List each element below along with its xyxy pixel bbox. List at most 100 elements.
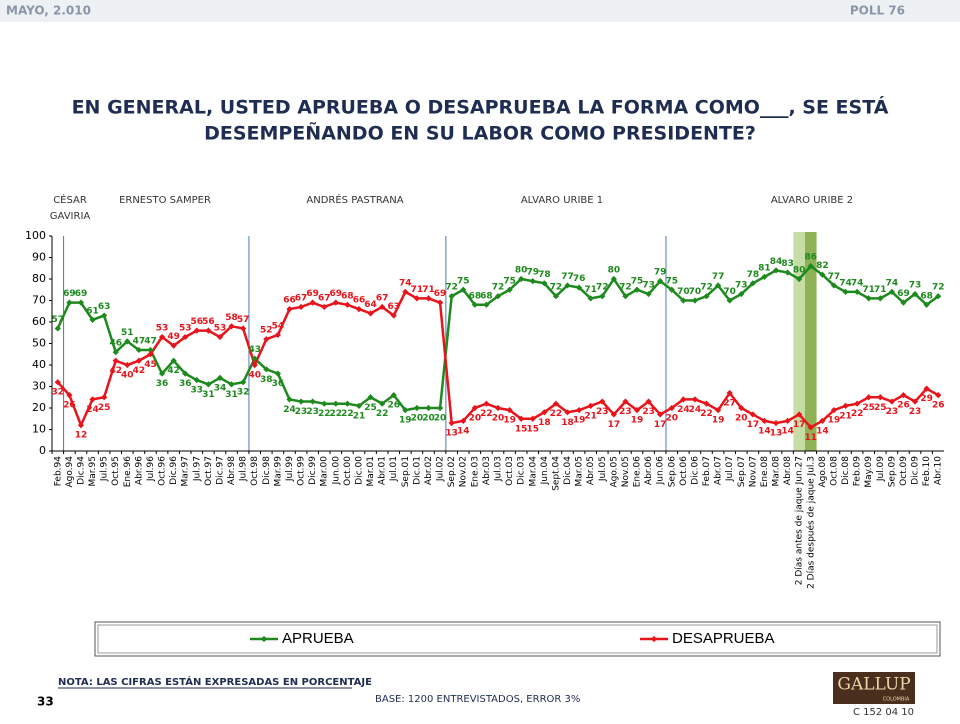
- marker: [402, 288, 409, 296]
- x-tick-label: Jul.07: [725, 456, 735, 482]
- value-label: 20: [411, 414, 424, 424]
- value-label: 42: [109, 366, 122, 376]
- highlight: [804, 232, 817, 451]
- legend-box: [94, 621, 941, 657]
- value-label: 77: [828, 272, 841, 282]
- x-tick-label: Dic.01: [412, 456, 422, 485]
- marker: [448, 293, 455, 300]
- value-label: 81: [758, 263, 771, 273]
- marker: [460, 286, 467, 293]
- y-tick-label: 40: [32, 358, 46, 371]
- marker: [633, 407, 641, 414]
- value-label: 27: [723, 398, 736, 408]
- value-label: 29: [920, 394, 933, 404]
- value-label: 84: [770, 257, 783, 267]
- logo-text: GALLUP: [837, 675, 910, 695]
- value-label: 21: [353, 411, 366, 421]
- logo-sub: COLOMBIA: [883, 697, 910, 703]
- value-label: 56: [191, 317, 204, 327]
- value-label: 33: [191, 386, 204, 396]
- marker: [286, 396, 293, 403]
- value-label: 49: [167, 332, 180, 342]
- y-tick-label: 50: [32, 337, 46, 350]
- title-line: DESEMPEÑANDO EN SU LABOR COMO PRESIDENTE…: [204, 121, 756, 145]
- marker: [112, 357, 119, 364]
- value-label: 21: [839, 411, 852, 421]
- marker: [657, 278, 664, 285]
- x-tick-label: Oct.03: [505, 456, 515, 486]
- x-tick-label: Abr.10: [934, 456, 944, 485]
- value-label: 77: [712, 272, 725, 282]
- value-label: 68: [341, 291, 354, 301]
- marker: [436, 299, 444, 306]
- value-label: 71: [874, 285, 887, 295]
- value-label: 51: [121, 328, 134, 338]
- legend-marker: [260, 635, 268, 643]
- value-label: 70: [723, 287, 736, 297]
- x-tick-label: Sep.02: [447, 456, 457, 487]
- marker: [413, 295, 421, 302]
- value-label: 68: [480, 291, 493, 301]
- x-tick-label: Abr.03: [482, 456, 492, 485]
- value-label: 31: [202, 390, 215, 400]
- value-label: 75: [666, 276, 679, 286]
- value-label: 31: [225, 390, 238, 400]
- value-label: 66: [283, 296, 296, 306]
- x-tick-label: Nov.05: [621, 456, 631, 487]
- marker: [575, 407, 583, 414]
- x-tick-label: Abr.06: [644, 456, 654, 485]
- value-label: 23: [886, 407, 899, 417]
- x-tick-label: Jul.05: [598, 456, 608, 482]
- x-tick-label: Mar.04: [528, 456, 538, 487]
- marker: [842, 288, 849, 296]
- marker: [390, 391, 397, 399]
- marker: [854, 288, 861, 296]
- marker: [379, 303, 386, 311]
- value-label: 25: [862, 403, 875, 413]
- x-tick-label: Nov.02: [459, 456, 469, 487]
- marker: [483, 301, 490, 308]
- marker: [772, 267, 780, 274]
- value-label: 26: [897, 401, 910, 411]
- value-label: 80: [793, 266, 806, 276]
- value-label: 57: [52, 315, 65, 325]
- x-tick-label: May.09: [864, 456, 874, 488]
- marker: [714, 407, 722, 414]
- y-tick-label: 0: [39, 444, 46, 457]
- x-tick-label: Ago.05: [609, 456, 619, 488]
- x-tick-label: Ene.96: [123, 456, 133, 488]
- x-tick-label: Mar.05: [575, 456, 585, 486]
- x-tick-label: Jul.02: [436, 456, 446, 482]
- value-label: 26: [387, 401, 400, 411]
- value-label: 75: [631, 276, 644, 286]
- value-label: 23: [596, 407, 609, 417]
- marker: [471, 301, 478, 308]
- value-label: 17: [793, 420, 806, 430]
- date: MAYO, 2.010: [6, 4, 91, 18]
- marker: [819, 417, 826, 425]
- marker: [691, 297, 699, 304]
- x-tick-label: Oct.09: [899, 456, 909, 486]
- x-tick-label: Oct.97: [204, 456, 214, 486]
- x-tick-label: Mar.08: [772, 456, 782, 487]
- value-label: 74: [851, 278, 864, 288]
- period-label: ALVARO URIBE 2: [771, 195, 853, 206]
- value-label: 19: [712, 416, 725, 426]
- value-label: 83: [781, 259, 794, 269]
- value-label: 40: [121, 371, 134, 381]
- marker: [286, 305, 293, 313]
- x-tick-label: Ago.94: [65, 456, 75, 488]
- value-label: 38: [260, 375, 273, 385]
- value-label: 20: [434, 414, 447, 424]
- value-label: 19: [503, 416, 516, 426]
- value-label: 58: [225, 313, 238, 323]
- base: BASE: 1200 ENTREVISTADOS, ERROR 3%: [375, 694, 580, 705]
- x-tick-label: Abr.05: [586, 456, 596, 485]
- value-label: 17: [654, 420, 667, 430]
- value-label: 72: [492, 283, 505, 293]
- marker: [124, 338, 131, 345]
- value-label: 72: [932, 283, 945, 293]
- x-tick-label: Jul.98: [239, 456, 249, 482]
- marker: [274, 331, 282, 339]
